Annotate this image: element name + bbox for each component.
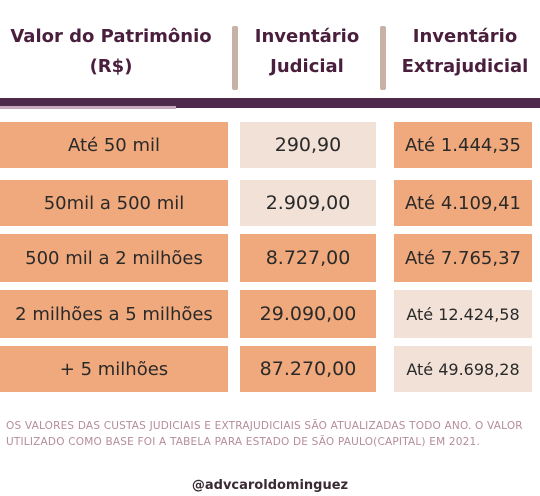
- header-line: Inventário: [254, 26, 360, 47]
- header-line: Inventário: [412, 26, 518, 47]
- social-handle: @advcaroldominguez: [191, 478, 349, 493]
- column-separator: [380, 26, 386, 90]
- header-divider-accent: [0, 106, 176, 109]
- header-line: (R$): [89, 56, 133, 77]
- row-range-cell: 2 milhões a 5 milhões: [0, 290, 228, 338]
- row-range-cell: + 5 milhões: [0, 346, 228, 392]
- row-judicial-cell: 29.090,00: [240, 290, 376, 338]
- row-range-cell: Até 50 mil: [0, 122, 228, 168]
- row-extrajudicial-cell: Até 49.698,28: [394, 346, 532, 392]
- row-range-cell: 50mil a 500 mil: [0, 180, 228, 226]
- header-inventario-judicial: Inventário Judicial: [246, 22, 368, 92]
- footnote: OS VALORES DAS CUSTAS JUDICIAIS E EXTRAJ…: [6, 420, 523, 448]
- row-judicial-cell: 2.909,00: [240, 180, 376, 226]
- header-line: Judicial: [270, 56, 344, 77]
- header-line: Extrajudicial: [401, 56, 529, 77]
- row-extrajudicial-cell: Até 1.444,35: [394, 122, 532, 168]
- header-line: Valor do Patrimônio: [10, 26, 212, 47]
- row-extrajudicial-cell: Até 7.765,37: [394, 234, 532, 282]
- header-inventario-extrajudicial: Inventário Extrajudicial: [394, 22, 536, 92]
- header-valor-patrimonio: Valor do Patrimônio (R$): [0, 22, 222, 92]
- row-range-cell: 500 mil a 2 milhões: [0, 234, 228, 282]
- row-extrajudicial-cell: Até 4.109,41: [394, 180, 532, 226]
- row-judicial-cell: 87.270,00: [240, 346, 376, 392]
- column-separator: [232, 26, 238, 90]
- row-judicial-cell: 290,90: [240, 122, 376, 168]
- row-extrajudicial-cell: Até 12.424,58: [394, 290, 532, 338]
- header-divider-bar: [0, 98, 540, 108]
- row-judicial-cell: 8.727,00: [240, 234, 376, 282]
